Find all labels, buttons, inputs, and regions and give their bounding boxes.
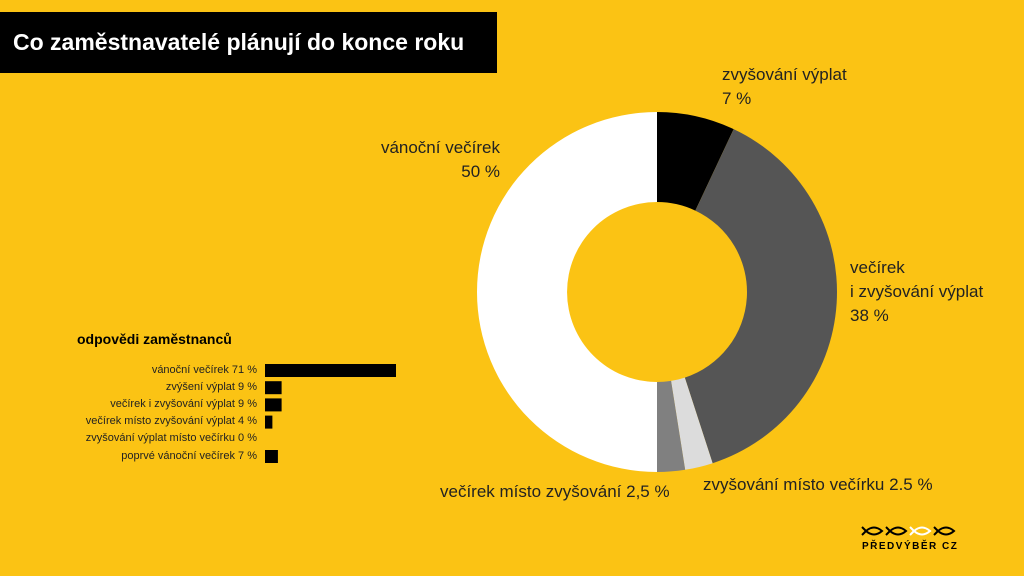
bar (265, 450, 278, 463)
bar-label: zvyšování výplat místo večírku 0 % (0, 432, 257, 444)
bar-label: vánoční večírek 71 % (0, 364, 257, 376)
donut-segment (671, 377, 713, 470)
value-label: 2.5 % (889, 475, 933, 494)
category-label: večírek místo zvyšování výplat (85, 415, 235, 428)
donut-label: zvyšování výplat 7 % (722, 63, 847, 111)
donut-label: večírek místo zvyšování 2,5 % (440, 480, 670, 504)
donut-label: vánoční večírek 50 % (300, 136, 500, 184)
bar-label: zvýšení výplat 9 % (0, 381, 257, 393)
donut-segment (657, 112, 734, 211)
bar (265, 381, 282, 395)
donut-segment (657, 380, 686, 472)
category-label: večírek i zvyšování výplat (110, 397, 235, 410)
bar-label: večírek místo zvyšování výplat 4 % (0, 415, 257, 427)
header: Co zaměstnavatelé plánují do konce roku (0, 12, 497, 73)
value-label: 0 % (238, 432, 257, 445)
category-label: večírek místo zvyšování (440, 482, 622, 501)
donut-label: zvyšování místo večírku 2.5 % (703, 473, 933, 497)
donut-label: večírek i zvyšování výplat 38 % (850, 256, 983, 328)
value-label: 7 % (238, 449, 257, 462)
category-label: večírek i zvyšování výplat (850, 258, 984, 301)
bar-label: poprvé vánoční večírek 7 % (0, 450, 257, 462)
value-label: 71 % (231, 363, 257, 376)
bar-label: večírek i zvyšování výplat 9 % (0, 398, 257, 410)
value-label: 50 % (461, 162, 500, 181)
category-label: poprvé vánoční večírek (121, 449, 235, 462)
logo-text: PŘEDVÝBĚR CZ (862, 541, 959, 552)
bar (265, 398, 282, 412)
value-label: 9 % (238, 397, 257, 410)
value-label: 7 % (722, 89, 752, 108)
category-label: zvýšení výplat (165, 380, 235, 393)
bar-title: odpovědi zaměstnanců (77, 331, 232, 347)
value-label: 4 % (238, 415, 257, 428)
donut-segment (477, 112, 657, 472)
category-label: zvyšování výplat místo večírku (85, 432, 235, 445)
category-label: vánoční večírek (151, 363, 229, 376)
donut-segment (684, 129, 837, 464)
logo-icons (861, 526, 956, 536)
category-label: zvyšování výplat (722, 65, 847, 84)
category-label: vánoční večírek (380, 138, 500, 157)
category-label: zvyšování místo večírku (703, 475, 885, 494)
value-label: 2,5 % (626, 482, 670, 501)
bar (265, 415, 273, 429)
value-label: 38 % (850, 306, 889, 325)
bar (265, 364, 396, 377)
title: Co zaměstnavatelé plánují do konce roku (13, 29, 465, 55)
value-label: 9 % (238, 380, 257, 393)
